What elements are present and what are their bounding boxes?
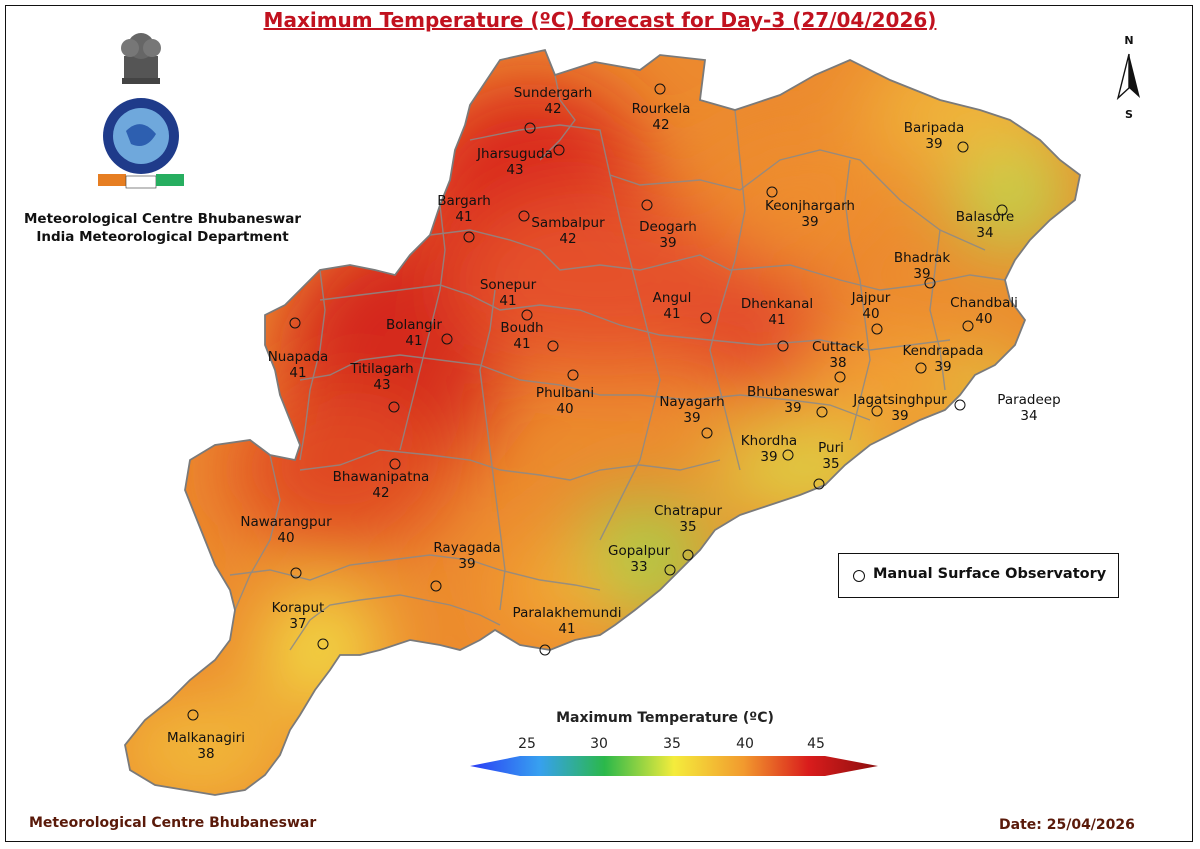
station-label: Titilagarh 43 [350,361,414,393]
imd-logo [98,33,184,189]
station-label: Jajpur 40 [851,290,891,322]
station-label: Gopalpur 33 [608,543,670,575]
station-label: Rayagada 39 [433,540,501,572]
station-label: Baripada 39 [903,120,965,152]
station-marker [954,399,966,411]
station-marker [996,204,1008,216]
station-label: Koraput 37 [271,600,325,632]
station-marker [654,83,666,95]
station-marker [766,186,778,198]
station-marker [539,644,551,656]
district-boundaries [229,74,1006,651]
station-label: Sonepur 41 [479,277,537,309]
station-marker [924,277,936,289]
observatory-marker-icon [853,570,865,582]
station-label: Rourkela 42 [631,101,691,133]
station-marker [816,406,828,418]
station-label: Cuttack 38 [811,339,865,371]
station-label: Malkanagiri 38 [167,730,245,762]
station-marker [518,210,530,222]
station-label: Paradeep 34 [997,392,1061,424]
station-label: Deogarh 39 [639,219,697,251]
station-marker [289,317,301,329]
station-label: Nayagarh 39 [659,394,725,426]
footer-date: Date: 25/04/2026 [999,817,1135,833]
station-marker [553,144,565,156]
temperature-field [125,50,1080,795]
station-marker [463,231,475,243]
colorbar-tick: 45 [807,736,825,752]
station-label: Jharsuguda 43 [477,146,553,178]
station-marker [962,320,974,332]
station-marker [782,449,794,461]
station-marker [700,312,712,324]
station-label: Phulbani 40 [535,385,595,417]
station-marker [664,564,676,576]
north-arrow-icon [1116,53,1140,101]
station-marker [547,340,559,352]
station-marker [871,405,883,417]
station-marker [871,323,883,335]
station-marker [389,458,401,470]
station-label: Paralakhemundi 41 [512,605,622,637]
station-label: Sundergarh 42 [513,85,593,117]
observatory-legend: Manual Surface Observatory [838,553,1119,598]
station-marker [317,638,329,650]
colorbar-tick: 30 [590,736,608,752]
station-label: Angul 41 [652,290,692,322]
station-label: Chatrapur 35 [653,503,723,535]
station-marker [682,549,694,561]
footer-organization: Meteorological Centre Bhubaneswar [29,815,317,831]
map-title: Maximum Temperature (ºC) forecast for Da… [263,8,937,32]
station-label: Sambalpur 42 [531,215,605,247]
station-label: Boudh 41 [500,320,544,352]
station-marker [567,369,579,381]
observatory-legend-label: Manual Surface Observatory [873,566,1107,582]
ashoka-emblem-icon [121,33,161,84]
station-label: Jagatsinghpur 39 [853,392,947,424]
colorbar-tick: 25 [518,736,536,752]
station-marker [430,580,442,592]
station-marker [957,141,969,153]
station-marker [441,333,453,345]
station-label: Kendrapada 39 [902,343,984,375]
station-label: Puri 35 [818,440,844,472]
north-label: N [1124,34,1134,47]
station-label: Nuapada 41 [267,349,329,381]
colorbar-tick: 40 [736,736,754,752]
station-marker [915,362,927,374]
station-label: Bhawanipatna 42 [332,469,430,501]
station-label: Khordha 39 [740,433,798,465]
station-marker [701,427,713,439]
station-marker [388,401,400,413]
colorbar-title: Maximum Temperature (ºC) [556,710,774,726]
station-label: Nawarangpur 40 [240,514,332,546]
station-label: Bhubaneswar 39 [747,384,839,416]
station-label: Keonjhargarh 39 [765,198,855,230]
organization-name: Meteorological Centre Bhubaneswar [23,211,301,227]
colorbar [470,756,878,776]
station-label: Bhadrak 39 [893,250,951,282]
organization-department: India Meteorological Department [36,229,289,245]
station-marker [777,340,789,352]
station-marker [813,478,825,490]
station-marker [187,709,199,721]
station-marker [521,309,533,321]
station-label: Bolangir 41 [386,317,442,349]
station-label: Dhenkanal 41 [740,296,814,328]
station-marker [290,567,302,579]
map-frame [5,5,1193,842]
station-marker [524,122,536,134]
station-marker [641,199,653,211]
colorbar-tick: 35 [663,736,681,752]
station-marker [834,371,846,383]
station-label: Chandbali 40 [950,295,1018,327]
south-label: S [1125,108,1133,121]
station-label: Bargarh 41 [437,193,491,225]
